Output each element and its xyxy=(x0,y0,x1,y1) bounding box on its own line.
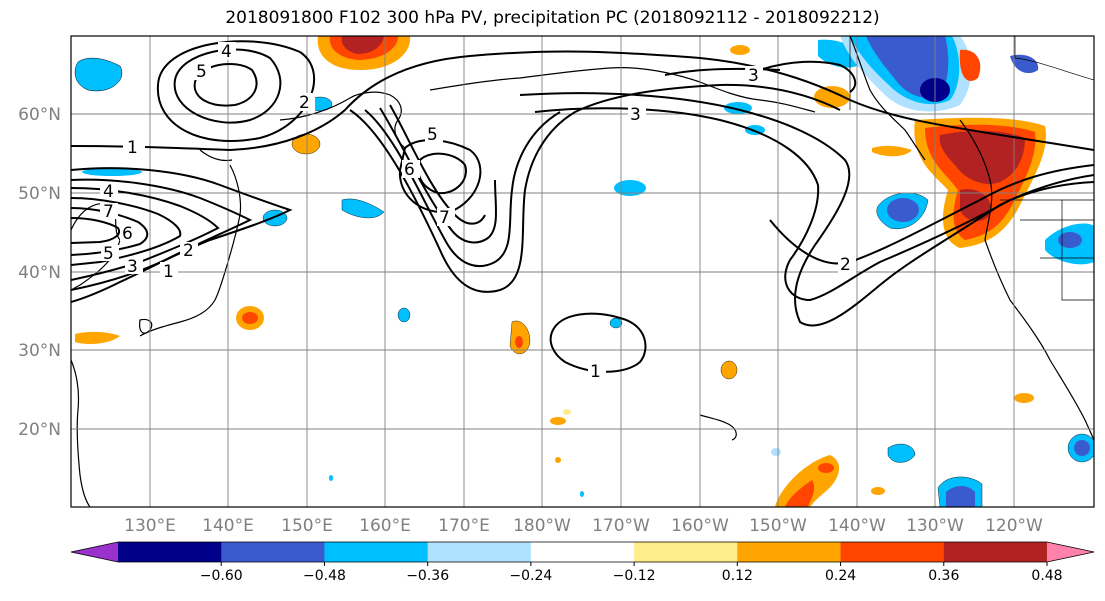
colorbar-outline xyxy=(70,541,1095,563)
contour-label: 3 xyxy=(630,105,641,125)
contour-label: 2 xyxy=(299,93,310,113)
colorbar-extend-min xyxy=(71,542,118,562)
map-frame xyxy=(70,35,1095,508)
contour-label: 2 xyxy=(840,255,851,275)
lon-label: 130°E xyxy=(124,516,176,536)
contour-label: 6 xyxy=(404,160,415,180)
contour-label: 5 xyxy=(196,62,207,82)
lat-label: 50°N xyxy=(18,184,61,204)
lat-label: 60°N xyxy=(18,105,61,125)
contour-label: 4 xyxy=(103,182,114,202)
precipitation-field xyxy=(74,36,1094,507)
colorbar-extend-max xyxy=(1047,542,1094,562)
colorbar-swatch xyxy=(840,542,945,562)
lon-label: 120°W xyxy=(985,516,1043,536)
colorbar-tick-label: −0.24 xyxy=(509,568,552,584)
contour-label: 2 xyxy=(183,241,194,261)
map-area: 1 4 5 2 5 6 7 3 3 2 1 4 7 6 xyxy=(71,36,1094,507)
lon-label: 170°E xyxy=(438,516,490,536)
colorbar-swatch xyxy=(530,542,635,562)
gridlines xyxy=(71,36,1094,507)
contour-label: 7 xyxy=(103,202,114,222)
lon-label: 150°W xyxy=(749,516,807,536)
colorbar-swatch xyxy=(943,542,1048,562)
longitude-labels: 130°E 140°E 150°E 160°E 170°E 180°W 170°… xyxy=(124,516,1043,536)
lon-label: 170°W xyxy=(592,516,650,536)
colorbar-swatch xyxy=(118,542,222,562)
lon-label: 160°W xyxy=(671,516,729,536)
colorbar: −0.60 −0.48 −0.36 −0.24 −0.12 0.12 0.24 0.36 0.4… xyxy=(70,541,1095,584)
colorbar-tick-label: 0.36 xyxy=(928,568,959,584)
lon-label: 140°W xyxy=(828,516,886,536)
latitude-labels: 60°N 50°N 40°N 30°N 20°N xyxy=(18,105,61,440)
contour-label: 5 xyxy=(103,244,114,264)
lon-label: 160°E xyxy=(359,516,411,536)
contour-label: 7 xyxy=(439,208,450,228)
colorbar-swatch xyxy=(221,542,325,562)
lon-label: 130°W xyxy=(906,516,964,536)
lon-label: 140°E xyxy=(202,516,254,536)
contour-label: 5 xyxy=(427,125,438,145)
colorbar-tick-label: −0.36 xyxy=(406,568,449,584)
lat-label: 20°N xyxy=(18,420,61,440)
colorbar-tick-label: 0.48 xyxy=(1031,568,1062,584)
colorbar-swatch xyxy=(634,542,738,562)
colorbar-tick-label: −0.60 xyxy=(200,568,243,584)
colorbar-swatch xyxy=(737,542,842,562)
contour-label: 1 xyxy=(590,362,601,382)
colorbar-swatch xyxy=(427,542,532,562)
lon-label: 180°W xyxy=(513,516,571,536)
contour-labels: 1 4 5 2 5 6 7 3 3 2 1 4 7 6 xyxy=(100,42,856,382)
contour-label: 1 xyxy=(163,262,174,282)
contour-label: 1 xyxy=(127,138,138,158)
colorbar-swatch xyxy=(324,542,429,562)
colorbar-tick-label: −0.48 xyxy=(303,568,346,584)
contour-label: 3 xyxy=(748,66,759,86)
lon-label: 150°E xyxy=(281,516,333,536)
colorbar-tick-label: −0.12 xyxy=(613,568,656,584)
lat-label: 40°N xyxy=(18,263,61,283)
contour-label: 6 xyxy=(122,224,133,244)
map-title: 2018091800 F102 300 hPa PV, precipitatio… xyxy=(225,8,880,28)
contour-label: 4 xyxy=(221,42,232,62)
lat-label: 30°N xyxy=(18,341,61,361)
contour-label: 3 xyxy=(127,257,138,277)
colorbar-tick-label: 0.12 xyxy=(722,568,753,584)
colorbar-tick-label: 0.24 xyxy=(825,568,856,584)
